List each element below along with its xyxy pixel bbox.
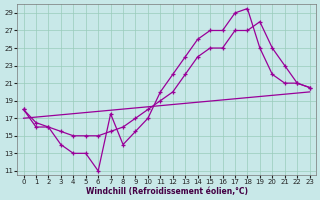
X-axis label: Windchill (Refroidissement éolien,°C): Windchill (Refroidissement éolien,°C) xyxy=(85,187,248,196)
